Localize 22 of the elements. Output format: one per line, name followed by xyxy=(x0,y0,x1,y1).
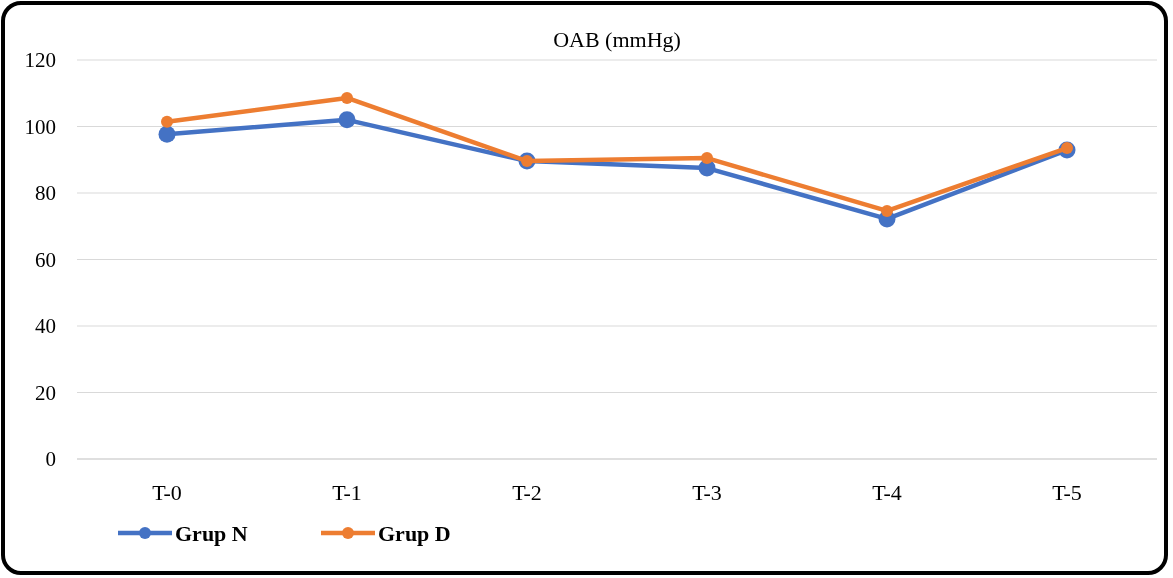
legend-label: Grup D xyxy=(378,520,451,546)
chart-title: OAB (mmHg) xyxy=(553,27,681,52)
point xyxy=(161,115,173,128)
y-tick-label: 0 xyxy=(45,447,56,472)
y-tick-label: 60 xyxy=(35,247,56,272)
x-tick-label: T-5 xyxy=(1052,480,1082,505)
point xyxy=(881,204,893,217)
x-tick-label: T-1 xyxy=(332,480,362,505)
point xyxy=(158,125,176,143)
y-tick-label: 40 xyxy=(35,314,56,339)
y-tick-label: 100 xyxy=(24,114,56,139)
x-tick-label: T-2 xyxy=(512,480,542,505)
point xyxy=(341,91,353,104)
y-tick-label: 20 xyxy=(35,380,56,405)
point xyxy=(338,111,356,129)
point xyxy=(701,152,713,165)
y-tick-label: 80 xyxy=(35,181,56,206)
x-tick-label: T-3 xyxy=(692,480,722,505)
x-tick-label: T-0 xyxy=(152,480,182,505)
x-tick-label: T-4 xyxy=(872,480,902,505)
y-tick-label: 120 xyxy=(24,48,56,73)
legend-label: Grup N xyxy=(175,520,248,546)
